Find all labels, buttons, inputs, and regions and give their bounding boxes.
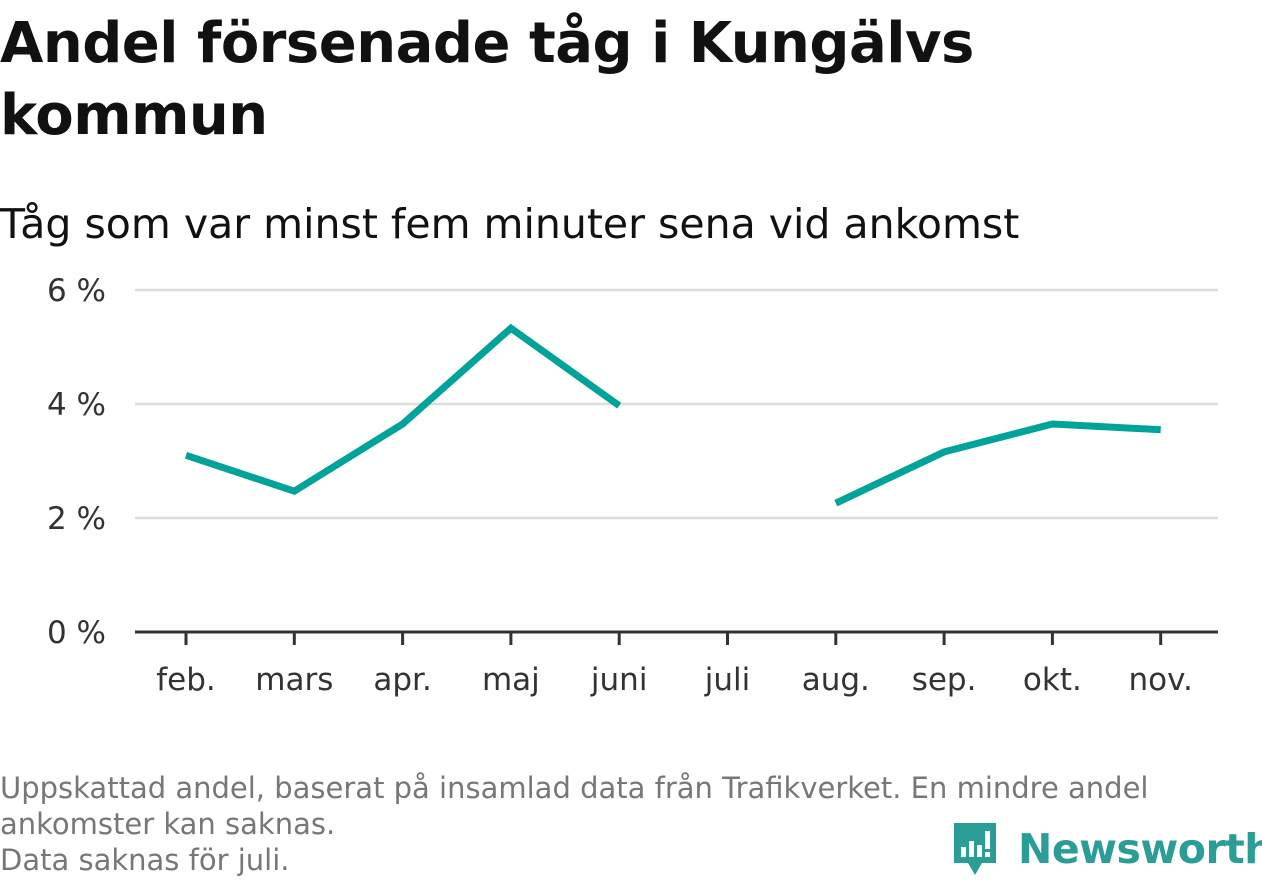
series-line-segment [834,420,1161,507]
x-axis [135,630,1218,645]
newsworthy-logo: Newsworthy [950,818,1262,880]
newsworthy-bar-chart-icon [954,823,996,875]
x-tick-label: juli [704,662,751,698]
y-tick-label: 4 % [47,387,106,423]
y-tick-label: 2 % [47,501,106,537]
footnote-line-1: Uppskattad andel, baserat på insamlad da… [0,771,1149,805]
x-tick-label: sep. [912,662,977,698]
chart-title: Andel försenade tåg i Kungälvs kommun [0,11,974,148]
x-tick-label: okt. [1023,662,1082,698]
newsworthy-logo-text: Newsworthy [1018,825,1262,873]
x-tick-label: aug. [802,662,870,698]
x-tick-label: juni [590,662,648,698]
footnote: Uppskattad andel, baserat på insamlad da… [0,770,1250,878]
x-tick-label: feb. [156,662,216,698]
y-tick-label: 0 % [47,615,106,651]
gridlines [135,288,1218,520]
y-axis-tick-labels: 0 % 2 % 4 % 6 % [47,273,106,651]
footnote-line-3: Data saknas för juli. [0,843,290,877]
x-tick-label: nov. [1128,662,1192,698]
x-tick-label: maj [482,662,540,698]
series-line-segment [184,323,622,496]
x-axis-tick-labels: feb. mars apr. maj juni juli aug. sep. okt. nov. [156,662,1193,698]
y-tick-label: 6 % [47,273,106,309]
chart-subtitle: Tåg som var minst fem minuter sena vid a… [0,200,1020,248]
x-tick-label: mars [255,662,333,698]
series-lines [184,323,1161,507]
x-tick-label: apr. [373,662,431,698]
footnote-line-2: ankomster kan saknas. [0,807,336,841]
line-chart: 0 % 2 % 4 % 6 % feb. mars apr. maj juni juli aug.… [47,273,1218,698]
